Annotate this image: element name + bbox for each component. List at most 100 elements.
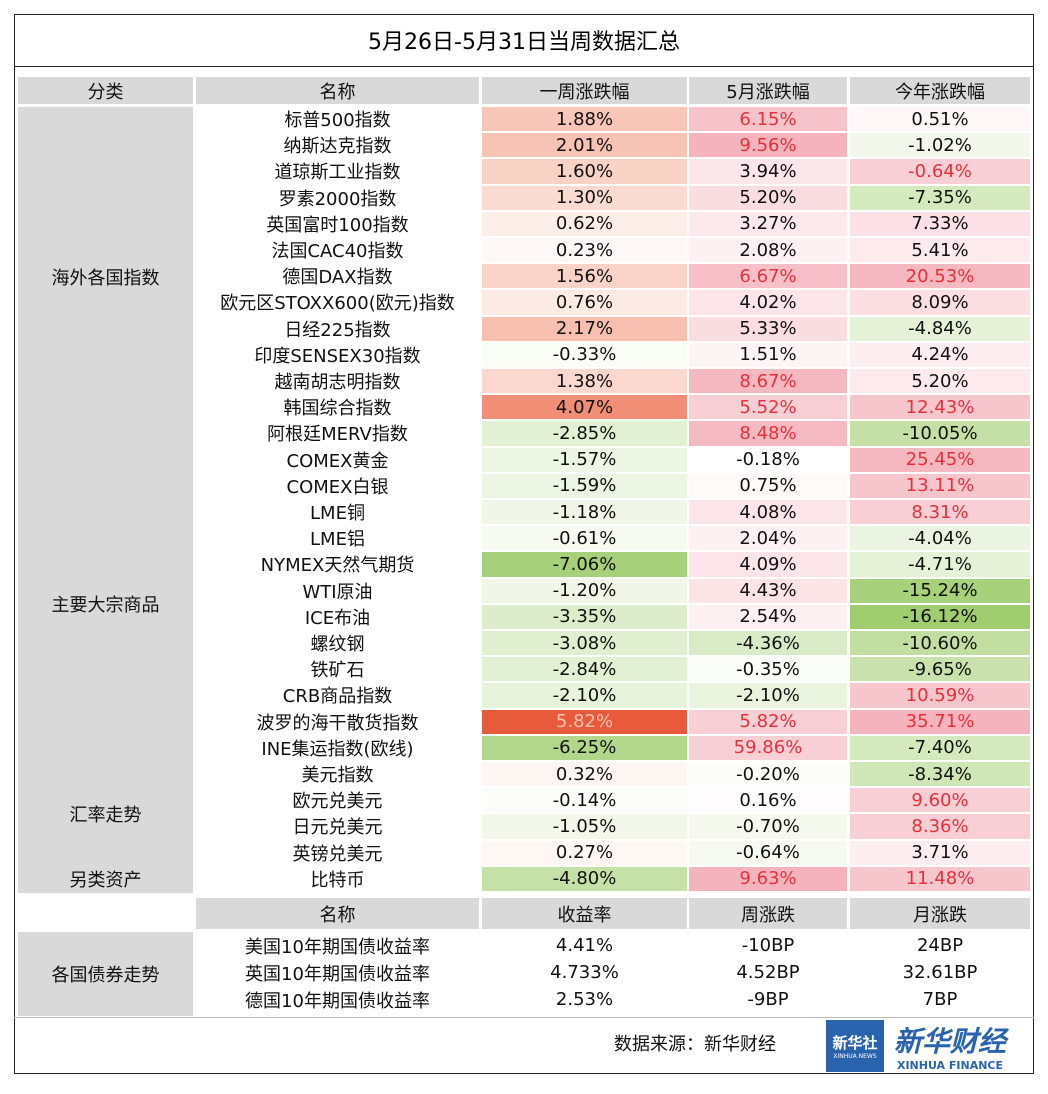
- value-cell: 4.02%: [689, 290, 847, 315]
- value-cell: -16.12%: [850, 604, 1030, 629]
- value-cell: 5.33%: [689, 316, 847, 341]
- value-cell: 6.67%: [689, 264, 847, 289]
- value-cell: 2.54%: [689, 604, 847, 629]
- row-name: 螺纹钢: [196, 631, 479, 656]
- row-name: COMEX黄金: [196, 447, 479, 472]
- bond-value: 4.41%: [482, 933, 687, 958]
- logo: 新华社 XINHUA NEWS: [826, 1020, 884, 1072]
- row-name: COMEX白银: [196, 473, 479, 498]
- bond-value: 4.733%: [482, 960, 687, 985]
- value-cell: -0.18%: [689, 447, 847, 472]
- value-cell: -4.36%: [689, 631, 847, 656]
- value-cell: 13.11%: [850, 473, 1030, 498]
- value-cell: 25.45%: [850, 447, 1030, 472]
- bond-name: 美国10年期国债收益率: [196, 933, 479, 958]
- value-cell: 5.52%: [689, 395, 847, 420]
- value-cell: 8.36%: [850, 814, 1030, 839]
- bond-value: 2.53%: [482, 987, 687, 1012]
- group-label: 汇率走势: [18, 761, 193, 867]
- brand-cn: 新华财经: [893, 1025, 1006, 1058]
- value-cell: -1.59%: [482, 473, 687, 498]
- row-name: 日经225指数: [196, 316, 479, 341]
- bond-name: 德国10年期国债收益率: [196, 987, 479, 1012]
- row-name: 比特币: [196, 866, 479, 891]
- value-cell: -2.10%: [689, 683, 847, 708]
- row-name: 英国富时100指数: [196, 211, 479, 236]
- value-cell: 2.17%: [482, 316, 687, 341]
- value-cell: -7.35%: [850, 185, 1030, 210]
- bond-header: 月涨跌: [850, 898, 1030, 929]
- row-name: 阿根廷MERV指数: [196, 421, 479, 446]
- value-cell: -10.60%: [850, 631, 1030, 656]
- value-cell: 0.76%: [482, 290, 687, 315]
- value-cell: -2.85%: [482, 421, 687, 446]
- value-cell: -4.71%: [850, 552, 1030, 577]
- value-cell: -1.57%: [482, 447, 687, 472]
- header-cell: 分类: [18, 77, 193, 104]
- logo-cn: 新华社: [832, 1034, 878, 1052]
- value-cell: 5.20%: [689, 185, 847, 210]
- value-cell: 0.23%: [482, 238, 687, 263]
- row-name: ICE布油: [196, 604, 479, 629]
- value-cell: -1.02%: [850, 133, 1030, 158]
- value-cell: -3.08%: [482, 631, 687, 656]
- row-name: CRB商品指数: [196, 683, 479, 708]
- value-cell: -0.35%: [689, 657, 847, 682]
- group-label: 海外各国指数: [18, 107, 193, 448]
- value-cell: 9.63%: [689, 866, 847, 891]
- value-cell: 3.71%: [850, 840, 1030, 865]
- value-cell: -2.10%: [482, 683, 687, 708]
- header-cell: 名称: [196, 77, 479, 104]
- row-name: WTI原油: [196, 578, 479, 603]
- value-cell: -7.06%: [482, 552, 687, 577]
- value-cell: -7.40%: [850, 735, 1030, 760]
- row-name: 英镑兑美元: [196, 840, 479, 865]
- value-cell: 2.08%: [689, 238, 847, 263]
- row-name: 德国DAX指数: [196, 264, 479, 289]
- header-cell: 5月涨跌幅: [689, 77, 847, 104]
- value-cell: 6.15%: [689, 107, 847, 132]
- title: 5月26日-5月31日当周数据汇总: [14, 14, 1034, 67]
- row-name: 标普500指数: [196, 107, 479, 132]
- value-cell: -1.18%: [482, 500, 687, 525]
- value-cell: -10.05%: [850, 421, 1030, 446]
- value-cell: 3.94%: [689, 159, 847, 184]
- bond-value: 7BP: [850, 987, 1030, 1012]
- value-cell: 1.60%: [482, 159, 687, 184]
- value-cell: -1.05%: [482, 814, 687, 839]
- value-cell: 4.07%: [482, 395, 687, 420]
- value-cell: -0.64%: [689, 840, 847, 865]
- value-cell: 7.33%: [850, 211, 1030, 236]
- value-cell: 10.59%: [850, 683, 1030, 708]
- bond-header: 周涨跌: [689, 898, 847, 929]
- value-cell: 59.86%: [689, 735, 847, 760]
- bond-value: -9BP: [689, 987, 847, 1012]
- header-cell: 今年涨跌幅: [850, 77, 1030, 104]
- value-cell: 1.30%: [482, 185, 687, 210]
- bond-value: 24BP: [850, 933, 1030, 958]
- bond-value: 4.52BP: [689, 960, 847, 985]
- value-cell: 4.08%: [689, 500, 847, 525]
- row-name: 韩国综合指数: [196, 395, 479, 420]
- row-name: 美元指数: [196, 762, 479, 787]
- row-name: INE集运指数(欧线): [196, 735, 479, 760]
- row-name: NYMEX天然气期货: [196, 552, 479, 577]
- value-cell: 1.56%: [482, 264, 687, 289]
- value-cell: 0.62%: [482, 211, 687, 236]
- row-name: 罗素2000指数: [196, 185, 479, 210]
- logo-en: XINHUA NEWS: [833, 1053, 877, 1060]
- value-cell: 1.51%: [689, 342, 847, 367]
- value-cell: -0.33%: [482, 342, 687, 367]
- value-cell: 1.88%: [482, 107, 687, 132]
- value-cell: 8.48%: [689, 421, 847, 446]
- value-cell: 35.71%: [850, 709, 1030, 734]
- value-cell: -0.20%: [689, 762, 847, 787]
- value-cell: -4.04%: [850, 526, 1030, 551]
- value-cell: 0.32%: [482, 762, 687, 787]
- rule: [14, 1017, 1034, 1018]
- value-cell: 9.56%: [689, 133, 847, 158]
- value-cell: 5.82%: [689, 709, 847, 734]
- row-name: 纳斯达克指数: [196, 133, 479, 158]
- row-name: LME铜: [196, 500, 479, 525]
- row-name: 欧元兑美元: [196, 788, 479, 813]
